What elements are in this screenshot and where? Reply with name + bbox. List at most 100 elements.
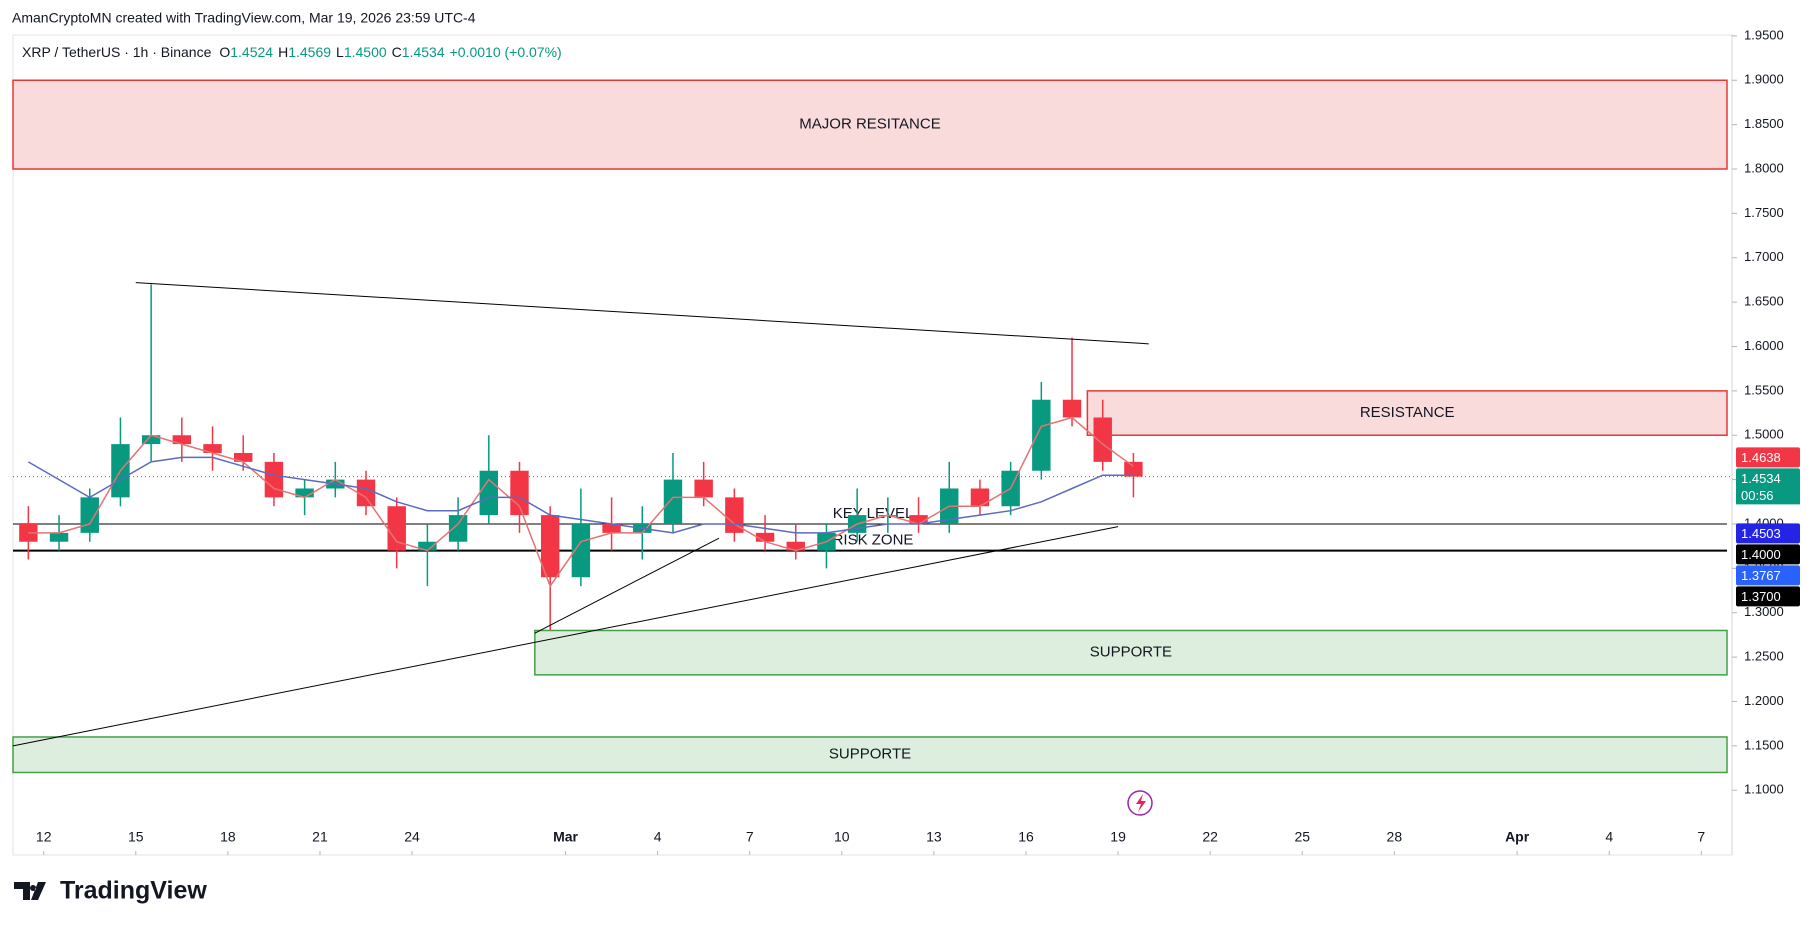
price-tag bbox=[1736, 544, 1800, 565]
zone-label: SUPPORTE bbox=[829, 746, 911, 763]
footer-brand: TradingView bbox=[60, 877, 207, 905]
candle-body bbox=[234, 452, 253, 462]
candle-body bbox=[448, 515, 468, 542]
candle-body bbox=[571, 523, 591, 578]
attribution: AmanCryptoMN created with TradingView.co… bbox=[12, 10, 476, 26]
price-tag bbox=[1736, 565, 1800, 586]
candle-body bbox=[479, 470, 499, 516]
price-tag-label: 1.4534 bbox=[1741, 471, 1781, 486]
ohlc-key: O bbox=[219, 44, 230, 60]
moving-average bbox=[28, 416, 1134, 588]
y-tick-label: 1.2500 bbox=[1744, 649, 1784, 664]
candle-body bbox=[970, 488, 990, 507]
moving-average bbox=[27, 456, 1134, 534]
zone bbox=[12, 79, 1728, 170]
y-tick-label: 1.1000 bbox=[1744, 782, 1784, 797]
y-tick-label: 1.5500 bbox=[1744, 382, 1784, 397]
y-tick-label: 1.8500 bbox=[1744, 116, 1784, 131]
trend-line bbox=[534, 537, 720, 634]
candle-body bbox=[1032, 399, 1051, 471]
y-tick-label: 1.9000 bbox=[1744, 72, 1784, 87]
x-tick-label: 24 bbox=[404, 829, 420, 845]
candle-body bbox=[1124, 461, 1143, 477]
symbol-header: XRP / TetherUS · 1h · Binance O1.4524 H1.4… bbox=[22, 44, 562, 60]
candle-body bbox=[418, 541, 437, 551]
x-tick-label: 4 bbox=[1605, 829, 1613, 845]
ohlc-value: 1.4534 bbox=[402, 44, 445, 60]
x-tick-label: 7 bbox=[746, 829, 754, 845]
candle-body bbox=[510, 470, 529, 516]
price-tag-label: 1.4000 bbox=[1741, 547, 1781, 562]
ohlc-key: C bbox=[392, 44, 402, 60]
zone bbox=[1086, 390, 1728, 436]
level-label: RISK ZONE bbox=[833, 532, 914, 549]
candle-body bbox=[203, 444, 222, 453]
countdown: 00:56 bbox=[1741, 488, 1774, 503]
y-tick-label: 1.8000 bbox=[1744, 160, 1784, 175]
y-tick-label: 1.9500 bbox=[1744, 27, 1784, 42]
zone-label: MAJOR RESITANCE bbox=[799, 116, 940, 133]
y-tick-label: 1.2000 bbox=[1744, 693, 1784, 708]
ohlc-value: 1.4500 bbox=[344, 44, 387, 60]
x-tick-label: 28 bbox=[1387, 829, 1403, 845]
x-tick-label: 13 bbox=[926, 829, 942, 845]
candle-body bbox=[264, 461, 284, 498]
y-tick-label: 1.7000 bbox=[1744, 249, 1784, 264]
ohlc-key: L bbox=[336, 44, 344, 60]
x-tick-label: 25 bbox=[1294, 829, 1310, 845]
y-tick-label: 1.6000 bbox=[1744, 338, 1784, 353]
x-tick-label: 4 bbox=[654, 829, 662, 845]
price-tag bbox=[1736, 523, 1800, 544]
price-change: +0.0010 (+0.07%) bbox=[450, 44, 562, 60]
x-tick-label: Apr bbox=[1505, 829, 1530, 845]
y-tick-label: 1.3000 bbox=[1744, 604, 1784, 619]
candle-body bbox=[295, 488, 314, 498]
x-tick-label: 16 bbox=[1018, 829, 1034, 845]
candle-body bbox=[755, 532, 775, 542]
x-tick-label: 21 bbox=[312, 829, 328, 845]
ohlc-value: 1.4569 bbox=[288, 44, 331, 60]
price-tag-label: 1.3767 bbox=[1741, 568, 1781, 583]
zone-label: SUPPORTE bbox=[1090, 644, 1172, 661]
price-tag bbox=[1736, 468, 1800, 489]
x-tick-label: Mar bbox=[553, 829, 578, 845]
x-tick-label: 7 bbox=[1697, 829, 1705, 845]
candle-body bbox=[172, 435, 192, 445]
price-tag bbox=[1736, 447, 1800, 468]
candle-body bbox=[909, 515, 928, 524]
y-tick-label: 1.7500 bbox=[1744, 205, 1784, 220]
y-tick-label: 1.1500 bbox=[1744, 737, 1784, 752]
price-tag-label: 1.3700 bbox=[1741, 589, 1781, 604]
candle-body bbox=[356, 479, 376, 507]
symbol-title: XRP / TetherUS · 1h · Binance bbox=[22, 44, 212, 60]
countdown-bg bbox=[1736, 487, 1800, 505]
candle-body bbox=[80, 497, 99, 533]
x-tick-label: 15 bbox=[128, 829, 144, 845]
ohlc-value: 1.4524 bbox=[230, 44, 273, 60]
footer-logo bbox=[14, 882, 46, 900]
x-tick-label: 19 bbox=[1110, 829, 1126, 845]
ohlc-key: H bbox=[278, 44, 288, 60]
y-tick-label: 1.6500 bbox=[1744, 294, 1784, 309]
candle-body bbox=[49, 532, 69, 542]
flash-icon bbox=[1127, 790, 1153, 816]
price-tag-label: 1.4638 bbox=[1741, 450, 1781, 465]
candle-body bbox=[602, 523, 621, 533]
candle-body bbox=[1093, 417, 1112, 462]
zone bbox=[12, 736, 1728, 774]
candle-body bbox=[1062, 399, 1082, 418]
zone bbox=[534, 629, 1728, 676]
x-tick-label: 22 bbox=[1202, 829, 1218, 845]
zone-label: RESISTANCE bbox=[1360, 404, 1455, 421]
candle-body bbox=[786, 541, 805, 551]
candle-body bbox=[387, 506, 406, 551]
x-tick-label: 10 bbox=[834, 829, 850, 845]
candle-body bbox=[663, 479, 683, 524]
x-tick-label: 18 bbox=[220, 829, 236, 845]
price-tag bbox=[1736, 586, 1800, 607]
x-tick-label: 12 bbox=[36, 829, 52, 845]
y-tick-label: 1.5000 bbox=[1744, 427, 1784, 442]
candle-body bbox=[694, 479, 713, 498]
